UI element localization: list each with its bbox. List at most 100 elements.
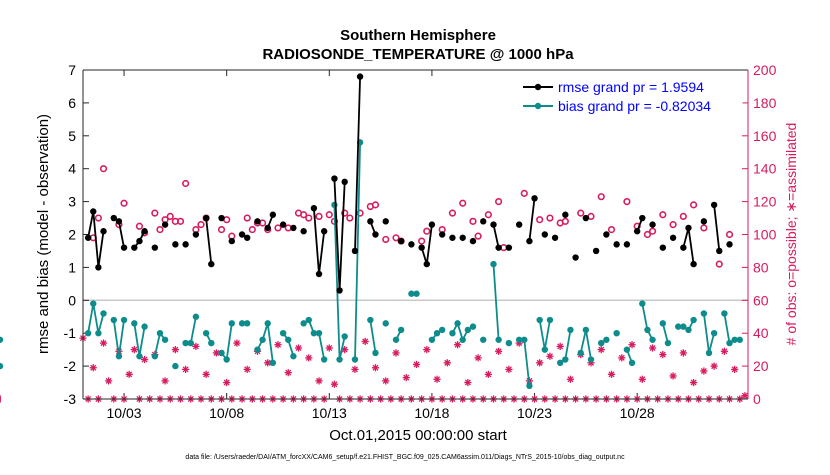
rmse-point <box>100 228 107 235</box>
asterisk-stroke <box>629 341 636 348</box>
rmse-point <box>356 73 364 80</box>
assimilated-obs-point <box>669 372 677 380</box>
rmse-point <box>592 247 600 255</box>
asterisk-stroke <box>192 343 199 350</box>
possible-obs-point <box>648 227 657 235</box>
possible-obs-point <box>305 214 313 222</box>
possible-obs-point <box>495 198 503 206</box>
rmse-point <box>228 237 236 245</box>
bias-point <box>110 316 117 324</box>
bias-point <box>259 336 266 343</box>
assimilated-obs-point <box>202 370 210 378</box>
assimilated-obs-point <box>443 359 451 367</box>
assimilated-obs-point <box>161 377 169 385</box>
asterisk-stroke <box>680 349 687 356</box>
rmse-point <box>397 237 405 245</box>
rmse-line <box>354 76 361 251</box>
bias-point <box>556 359 564 367</box>
y-right-tick-label: 40 <box>753 325 769 341</box>
possible-obs-point <box>715 260 723 268</box>
bias-point <box>187 339 194 347</box>
rmse-point <box>290 224 297 232</box>
y-tick-label: -1 <box>64 325 77 341</box>
bias-point <box>310 330 318 337</box>
asterisk-stroke <box>598 346 605 353</box>
asterisk-stroke <box>351 366 358 373</box>
rmse-point <box>551 234 559 241</box>
rmse-point <box>131 244 138 251</box>
asterisk-stroke <box>326 344 333 352</box>
asterisk-stroke <box>341 346 348 353</box>
asterisk-stroke <box>362 338 369 345</box>
rmse-point <box>438 231 446 238</box>
asterisk-stroke <box>741 392 748 399</box>
asterisk-stroke <box>485 371 492 378</box>
y-right-tick-label: 200 <box>753 62 777 78</box>
bias-point <box>603 336 610 343</box>
rmse-point <box>649 221 656 228</box>
bias-point <box>192 313 200 320</box>
assimilated-obs-point <box>341 346 349 354</box>
rmse-point <box>141 228 148 235</box>
assimilated-obs-point <box>392 349 400 357</box>
rmse-point <box>459 234 466 241</box>
asterisk-stroke <box>162 377 169 384</box>
asterisk-stroke <box>203 371 210 378</box>
bias-point <box>490 260 497 268</box>
assimilated-obs-point <box>536 359 544 367</box>
bias-point <box>710 330 718 337</box>
bias-point <box>336 356 343 363</box>
rmse-point <box>110 214 117 222</box>
possible-obs-point <box>182 179 190 188</box>
assimilated-obs-point <box>351 365 359 373</box>
possible-obs-point <box>690 201 698 209</box>
bias-point <box>469 323 477 330</box>
rmse-point <box>680 244 687 251</box>
bias-point <box>351 356 359 363</box>
y-tick-label: -2 <box>64 358 77 374</box>
rmse-point <box>418 244 425 251</box>
asterisk-stroke <box>233 340 240 347</box>
x-tick-label: 10/03 <box>107 405 142 421</box>
assimilated-obs-point <box>484 370 492 378</box>
bias-point <box>95 330 102 337</box>
rmse-point <box>300 228 307 235</box>
y-tick-label: 5 <box>68 128 76 144</box>
assimilated-obs-point <box>731 365 739 373</box>
x-tick-label: 10/23 <box>517 405 552 421</box>
rmse-point <box>310 204 318 212</box>
possible-obs-point <box>243 214 251 222</box>
bias-point <box>649 336 656 343</box>
assimilated-obs-point <box>361 337 369 346</box>
rmse-point <box>320 228 328 235</box>
bias-point <box>161 336 169 343</box>
bias-point <box>515 336 523 343</box>
bias-point <box>449 330 456 337</box>
bias-point <box>582 326 590 334</box>
asterisk-stroke <box>331 381 338 388</box>
possible-obs-point <box>484 211 492 219</box>
asterisk-stroke <box>305 354 312 361</box>
asterisk-stroke <box>274 341 281 348</box>
y-right-tick-label: 180 <box>753 95 777 111</box>
assimilated-obs-point <box>294 344 303 352</box>
possible-obs-point <box>120 199 128 207</box>
asterisk-stroke <box>444 359 451 366</box>
asterisk-stroke <box>454 341 461 348</box>
rmse-point <box>115 218 123 225</box>
possible-obs-point <box>248 225 256 234</box>
rmse-line <box>713 204 721 252</box>
asterisk-stroke <box>403 374 410 381</box>
rmse-point <box>531 195 538 202</box>
bias-line <box>256 323 274 363</box>
bias-point <box>587 356 595 363</box>
y-tick-label: -3 <box>64 391 77 407</box>
legend-bias-label: bias grand pr = -0.82034 <box>558 98 711 114</box>
rmse-point <box>315 270 323 278</box>
rmse-point <box>254 218 261 225</box>
bias-point <box>705 349 713 357</box>
rmse-point <box>639 214 646 222</box>
y-tick-label: 0 <box>68 292 76 308</box>
asterisk-stroke <box>546 353 553 360</box>
bias-point <box>526 382 533 390</box>
